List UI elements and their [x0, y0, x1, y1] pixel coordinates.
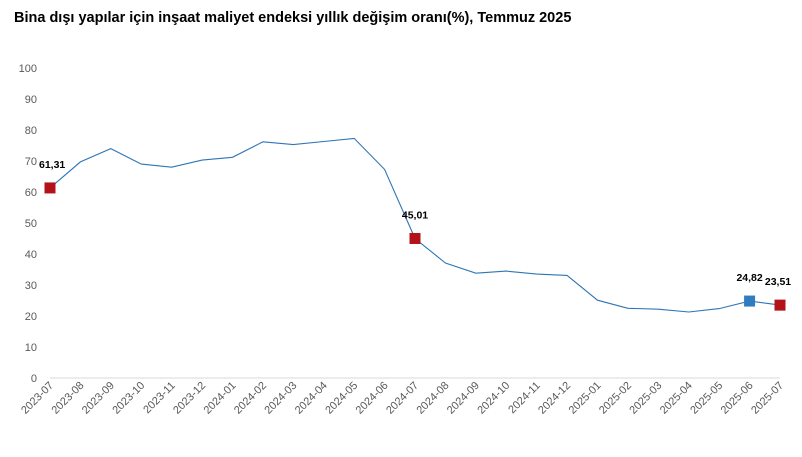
x-tick-label: 2025-02	[597, 380, 634, 417]
highlight-marker	[409, 232, 421, 244]
y-tick-label: 70	[25, 156, 37, 168]
x-tick-label: 2025-06	[719, 380, 756, 417]
x-tick-label: 2025-05	[688, 380, 725, 417]
x-tick-label: 2023-10	[110, 380, 147, 417]
highlight-marker	[44, 182, 56, 194]
x-tick-label: 2024-06	[354, 380, 391, 417]
highlight-marker	[774, 299, 786, 311]
x-tick-label: 2024-02	[232, 380, 269, 417]
y-tick-label: 80	[25, 125, 37, 137]
data-labels: 61,31 45,01 24,82 23,51	[39, 159, 791, 288]
data-label: 23,51	[765, 276, 791, 288]
x-tick-label: 2024-08	[415, 380, 452, 417]
y-tick-label: 60	[25, 187, 37, 199]
x-tick-label: 2023-12	[171, 380, 208, 417]
x-tick-label: 2024-03	[262, 380, 299, 417]
x-tick-label: 2024-10	[475, 380, 512, 417]
x-axis-ticks: 2023-072023-082023-092023-102023-112023-…	[19, 380, 786, 417]
x-tick-label: 2024-07	[384, 380, 421, 417]
y-axis-ticks: 0 10 20 30 40 50 60 70 80 90 100	[19, 63, 37, 385]
x-tick-label: 2024-04	[293, 380, 330, 417]
chart-title: Bina dışı yapılar için inşaat maliyet en…	[14, 10, 572, 26]
x-tick-label: 2024-05	[323, 380, 360, 417]
highlight-marker	[744, 295, 756, 307]
y-tick-label: 0	[31, 373, 37, 385]
x-tick-label: 2023-07	[19, 380, 56, 417]
data-label: 45,01	[402, 209, 428, 221]
y-tick-label: 100	[19, 63, 37, 75]
highlighted-markers	[44, 182, 786, 311]
y-tick-label: 30	[25, 280, 37, 292]
y-tick-label: 40	[25, 249, 37, 261]
x-tick-label: 2024-01	[202, 380, 239, 417]
x-tick-label: 2023-09	[80, 380, 117, 417]
y-tick-label: 90	[25, 94, 37, 106]
y-tick-label: 20	[25, 311, 37, 323]
y-tick-label: 50	[25, 218, 37, 230]
series-line	[49, 137, 781, 313]
x-tick-label: 2023-08	[50, 380, 87, 417]
x-tick-label: 2025-01	[567, 380, 604, 417]
data-label: 61,31	[39, 159, 65, 171]
x-tick-label: 2025-04	[658, 380, 695, 417]
x-tick-label: 2024-12	[536, 380, 573, 417]
x-tick-label: 2025-03	[627, 380, 664, 417]
x-tick-label: 2024-09	[445, 380, 482, 417]
data-label: 24,82	[736, 272, 762, 284]
x-tick-label: 2025-07	[749, 380, 786, 417]
y-tick-label: 10	[25, 342, 37, 354]
